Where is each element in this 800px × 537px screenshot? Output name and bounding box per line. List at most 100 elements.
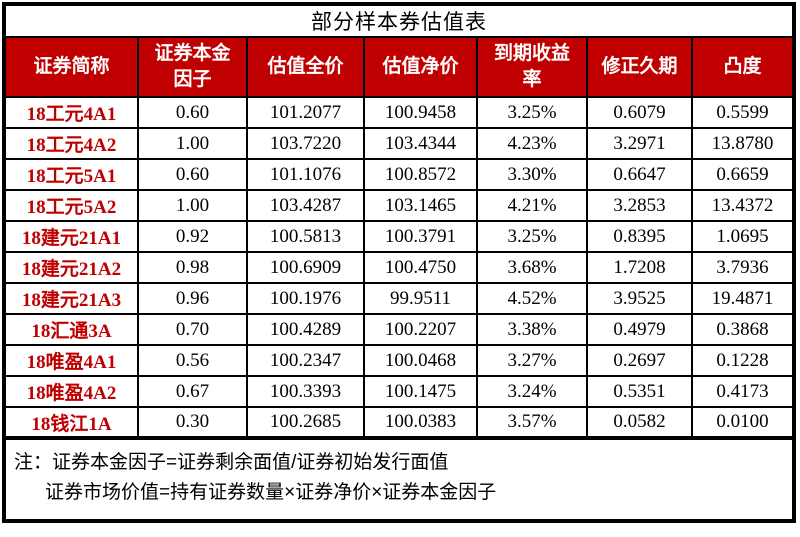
principal-factor-cell: 0.60 [137,158,248,191]
principal-factor-cell: 0.30 [137,406,248,439]
convexity-cell: 3.7936 [690,251,796,284]
security-name-cell: 18钱江1A [3,406,139,439]
ytm-cell: 3.25% [476,96,588,129]
full-price-cell: 100.4289 [246,313,365,346]
footnote-line-1: 注：证券本金因子=证券剩余面值/证券初始发行面值 [14,452,449,473]
security-name-cell: 18工元5A2 [3,189,139,222]
duration-cell: 3.2853 [586,189,693,222]
security-name-cell: 18工元4A1 [3,96,139,129]
principal-factor-cell: 1.00 [137,127,248,160]
footnote-row: 注：证券本金因子=证券剩余面值/证券初始发行面值 证券市场价值=持有证券数量×证… [2,436,796,522]
convexity-cell: 13.8780 [690,127,796,160]
full-price-cell: 100.3393 [246,375,365,408]
net-price-cell: 100.8572 [363,158,478,191]
security-name-cell: 18唯盈4A1 [3,344,139,377]
full-price-cell: 101.2077 [246,96,365,129]
full-price-cell: 100.6909 [246,251,365,284]
col-header-modified-duration: 修正久期 [586,36,693,98]
security-name-cell: 18唯盈4A2 [3,375,139,408]
principal-factor-cell: 0.56 [137,344,248,377]
ytm-cell: 3.38% [476,313,588,346]
ytm-cell: 3.57% [476,406,588,439]
net-price-cell: 99.9511 [363,282,478,315]
duration-cell: 0.6079 [586,96,693,129]
convexity-cell: 1.0695 [690,220,796,253]
duration-cell: 0.5351 [586,375,693,408]
convexity-cell: 19.4871 [690,282,796,315]
convexity-cell: 0.5599 [690,96,796,129]
security-name-cell: 18建元21A3 [3,282,139,315]
principal-factor-cell: 0.96 [137,282,248,315]
duration-cell: 3.9525 [586,282,693,315]
ytm-cell: 3.24% [476,375,588,408]
full-price-cell: 100.2347 [246,344,365,377]
full-price-cell: 103.7220 [246,127,365,160]
net-price-cell: 100.3791 [363,220,478,253]
duration-cell: 1.7208 [586,251,693,284]
net-price-cell: 100.2207 [363,313,478,346]
ytm-cell: 3.27% [476,344,588,377]
duration-cell: 3.2971 [586,127,693,160]
ytm-cell: 4.23% [476,127,588,160]
footnote-line-2: 证券市场价值=持有证券数量×证券净价×证券本金因子 [45,482,497,504]
net-price-cell: 100.1475 [363,375,478,408]
title-row: 部分样本券估值表 [2,3,796,38]
convexity-cell: 0.3868 [690,313,796,346]
col-header-full-price: 估值全价 [246,36,365,98]
principal-factor-cell: 0.70 [137,313,248,346]
ytm-cell: 4.21% [476,189,588,222]
net-price-cell: 100.9458 [363,96,478,129]
table-row: 18工元4A2 1.00 103.7220 103.4344 4.23% 3.2… [3,127,796,160]
net-price-cell: 103.1465 [363,189,478,222]
table-row: 18钱江1A 0.30 100.2685 100.0383 3.57% 0.05… [3,406,796,439]
table-row: 18工元5A2 1.00 103.4287 103.1465 4.21% 3.2… [3,189,796,222]
duration-cell: 0.4979 [586,313,693,346]
security-name-cell: 18工元5A1 [3,158,139,191]
table-row: 18唯盈4A1 0.56 100.2347 100.0468 3.27% 0.2… [3,344,796,377]
table-row: 18建元21A1 0.92 100.5813 100.3791 3.25% 0.… [3,220,796,253]
table-row: 18建元21A2 0.98 100.6909 100.4750 3.68% 1.… [3,251,796,284]
convexity-cell: 0.1228 [690,344,796,377]
full-price-cell: 100.2685 [246,406,365,439]
table-row: 18汇通3A 0.70 100.4289 100.2207 3.38% 0.49… [3,313,796,346]
full-price-cell: 101.1076 [246,158,365,191]
net-price-cell: 100.0383 [363,406,478,439]
full-price-cell: 100.5813 [246,220,365,253]
ytm-cell: 3.25% [476,220,588,253]
col-header-ytm: 到期收益 率 [476,36,588,98]
security-name-cell: 18汇通3A [3,313,139,346]
table-row: 18唯盈4A2 0.67 100.3393 100.1475 3.24% 0.5… [3,375,796,408]
ytm-cell: 3.68% [476,251,588,284]
col-header-principal-factor: 证券本金 因子 [137,36,248,98]
table-row: 18工元5A1 0.60 101.1076 100.8572 3.30% 0.6… [3,158,796,191]
convexity-cell: 0.4173 [690,375,796,408]
ytm-cell: 3.30% [476,158,588,191]
convexity-cell: 0.0100 [690,406,796,439]
page-title: 部分样本券估值表 [2,3,796,38]
table-row: 18工元4A1 0.60 101.2077 100.9458 3.25% 0.6… [3,96,796,129]
net-price-cell: 100.0468 [363,344,478,377]
net-price-cell: 100.4750 [363,251,478,284]
security-name-cell: 18工元4A2 [3,127,139,160]
convexity-cell: 0.6659 [690,158,796,191]
footnote-cell: 注：证券本金因子=证券剩余面值/证券初始发行面值 证券市场价值=持有证券数量×证… [2,436,796,522]
duration-cell: 0.0582 [586,406,693,439]
principal-factor-cell: 0.67 [137,375,248,408]
full-price-cell: 103.4287 [246,189,365,222]
duration-cell: 0.6647 [586,158,693,191]
net-price-cell: 103.4344 [363,127,478,160]
col-header-net-price: 估值净价 [363,36,478,98]
col-header-security-name: 证券简称 [3,36,139,98]
convexity-cell: 13.4372 [690,189,796,222]
security-name-cell: 18建元21A2 [3,251,139,284]
col-header-convexity: 凸度 [690,36,796,98]
table-row: 18建元21A3 0.96 100.1976 99.9511 4.52% 3.9… [3,282,796,315]
ytm-cell: 4.52% [476,282,588,315]
duration-cell: 0.2697 [586,344,693,377]
column-header-row: 证券简称 证券本金 因子 估值全价 估值净价 到期收益 率 修正久期 凸度 [3,36,796,98]
principal-factor-cell: 0.92 [137,220,248,253]
principal-factor-cell: 0.98 [137,251,248,284]
full-price-cell: 100.1976 [246,282,365,315]
bond-valuation-table: 部分样本券估值表 证券简称 证券本金 因子 估值全价 估值净价 到期收益 率 修… [2,2,797,523]
principal-factor-cell: 1.00 [137,189,248,222]
